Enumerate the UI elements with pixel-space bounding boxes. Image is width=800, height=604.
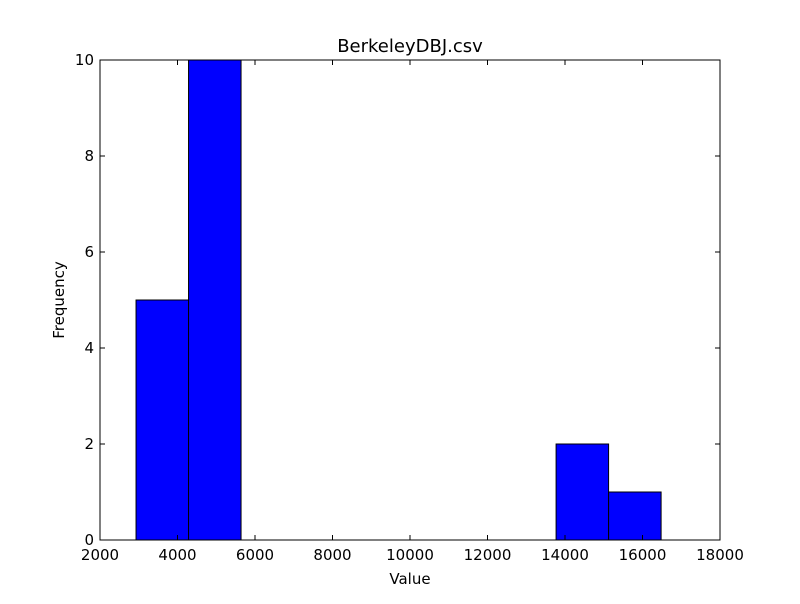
y-tick-label: 6 — [84, 243, 94, 261]
histogram-bar-0 — [135, 299, 190, 541]
histogram-bar-8 — [555, 443, 610, 541]
x-tick-label: 8000 — [313, 546, 351, 564]
histogram-bar-1 — [188, 59, 242, 541]
y-tick-label: 0 — [84, 531, 94, 549]
histogram-bar-9 — [608, 491, 662, 541]
bars-group — [135, 59, 662, 541]
x-tick-label: 12000 — [464, 546, 512, 564]
y-axis-label: Frequency — [50, 261, 68, 339]
x-tick-label: 10000 — [386, 546, 434, 564]
x-tick-label: 16000 — [619, 546, 667, 564]
chart-title: BerkeleyDBJ.csv — [337, 36, 483, 57]
x-tick-label: 18000 — [696, 546, 744, 564]
y-tick-label: 2 — [84, 435, 94, 453]
y-tick-label: 8 — [84, 147, 94, 165]
y-tick-label: 4 — [84, 339, 94, 357]
x-tick-label: 4000 — [158, 546, 196, 564]
y-tick-label: 10 — [75, 51, 94, 69]
x-tick-label: 2000 — [81, 546, 119, 564]
x-tick-label: 14000 — [541, 546, 589, 564]
x-tick-label: 6000 — [236, 546, 274, 564]
ticks-group — [99, 59, 721, 541]
tick-labels-group: 2000 4000 6000 8000 10000 12000 14000 16000 1800… — [75, 51, 744, 564]
x-axis-label: Value — [389, 570, 430, 588]
